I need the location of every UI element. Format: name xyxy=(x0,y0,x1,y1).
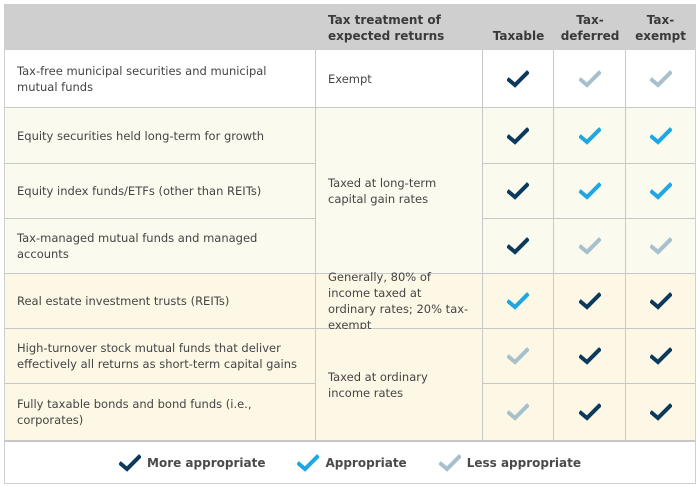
row-investment: Equity index funds/ETFs (other than REIT… xyxy=(5,164,316,219)
row-investment: Fully taxable bonds and bond funds (i.e.… xyxy=(5,384,316,441)
checkmark-icon xyxy=(578,69,601,88)
checkmark-icon xyxy=(578,182,601,200)
checkmark-icon xyxy=(297,453,320,472)
header-investment xyxy=(5,5,316,50)
tax-deferred-cell xyxy=(554,164,626,219)
tax-exempt-cell xyxy=(626,329,695,384)
tax-exempt-cell xyxy=(626,384,695,441)
checkmark-icon xyxy=(578,347,601,365)
checkmark-icon xyxy=(578,237,601,255)
checkmark-icon xyxy=(507,292,529,310)
taxable-cell xyxy=(483,384,554,441)
checkmark-icon xyxy=(507,347,529,365)
tax-location-table-frame: Tax treatment of expected returns Taxabl… xyxy=(4,4,696,484)
tax-deferred-cell xyxy=(554,329,626,384)
checkmark-icon xyxy=(119,453,142,472)
checkmark-icon xyxy=(507,126,529,145)
checkmark-icon xyxy=(649,237,672,255)
checkmark-icon xyxy=(438,453,461,472)
row-tax-treatment: Exempt xyxy=(316,50,483,108)
tax-location-table: Tax treatment of expected returns Taxabl… xyxy=(5,5,695,441)
checkmark-icon xyxy=(649,292,672,310)
checkmark-icon xyxy=(649,69,672,88)
legend-label: Appropriate xyxy=(325,455,407,470)
checkmark-icon xyxy=(649,403,672,421)
taxable-cell xyxy=(483,274,554,329)
tax-exempt-cell xyxy=(626,164,695,219)
taxable-cell xyxy=(483,329,554,384)
tax-exempt-cell xyxy=(626,274,695,329)
checkmark-icon xyxy=(507,182,529,200)
tax-deferred-cell xyxy=(554,219,626,274)
taxable-cell xyxy=(483,219,554,274)
header-tax-deferred: Tax-deferred xyxy=(554,5,626,50)
header-taxable: Taxable xyxy=(483,5,554,50)
row-investment: Equity securities held long-term for gro… xyxy=(5,108,316,164)
legend-appropriate: Appropriate xyxy=(297,453,407,472)
checkmark-icon xyxy=(507,69,529,88)
taxable-cell xyxy=(483,164,554,219)
taxable-cell xyxy=(483,50,554,108)
row-investment: Tax-managed mutual funds and managed acc… xyxy=(5,219,316,274)
checkmark-icon xyxy=(649,182,672,200)
checkmark-icon xyxy=(578,292,601,310)
tax-exempt-cell xyxy=(626,219,695,274)
tax-deferred-cell xyxy=(554,50,626,108)
tax-exempt-cell xyxy=(626,108,695,164)
checkmark-icon xyxy=(578,126,601,145)
tax-deferred-cell xyxy=(554,274,626,329)
header-tax-exempt: Tax-exempt xyxy=(626,5,695,50)
row-tax-treatment: Taxed at long-term capital gain rates xyxy=(316,108,483,274)
tax-deferred-cell xyxy=(554,384,626,441)
tax-deferred-cell xyxy=(554,108,626,164)
checkmark-icon xyxy=(649,347,672,365)
row-investment: High-turnover stock mutual funds that de… xyxy=(5,329,316,384)
checkmark-icon xyxy=(297,453,320,472)
checkmark-icon xyxy=(578,403,601,421)
row-tax-treatment: Generally, 80% of income taxed at ordina… xyxy=(316,270,483,332)
taxable-cell xyxy=(483,108,554,164)
legend-label: More appropriate xyxy=(147,455,266,470)
tax-exempt-cell xyxy=(626,50,695,108)
checkmark-icon xyxy=(119,453,142,472)
row-investment: Real estate investment trusts (REITs) xyxy=(5,274,316,329)
checkmark-icon xyxy=(438,453,461,472)
checkmark-icon xyxy=(507,237,529,255)
checkmark-icon xyxy=(507,403,529,421)
legend-more-appropriate: More appropriate xyxy=(119,453,266,472)
legend-less-appropriate: Less appropriate xyxy=(438,453,581,472)
legend: More appropriate Appropriate Less approp… xyxy=(5,441,695,483)
checkmark-icon xyxy=(649,126,672,145)
row-investment: Tax-free municipal securities and munici… xyxy=(5,50,316,108)
header-tax-treatment: Tax treatment of expected returns xyxy=(316,5,483,50)
legend-label: Less appropriate xyxy=(466,455,581,470)
row-tax-treatment: Taxed at ordinary income rates xyxy=(316,329,483,441)
